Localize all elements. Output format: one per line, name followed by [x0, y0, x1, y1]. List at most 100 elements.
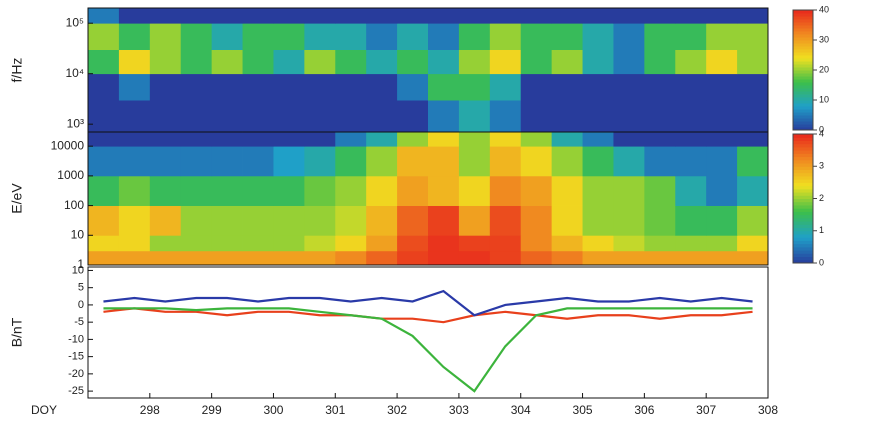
heatmap-cell: [737, 8, 768, 24]
heatmap-cell: [428, 206, 459, 236]
heatmap-cell: [243, 146, 274, 176]
heatmap-cell: [490, 206, 521, 236]
heatmap-cell: [150, 23, 181, 50]
heatmap-cell: [88, 146, 119, 176]
heatmap-cell: [181, 206, 212, 236]
heatmap-cell: [552, 251, 583, 266]
heatmap-cell: [335, 132, 366, 147]
heatmap-cell: [119, 206, 150, 236]
colorbar-step: [793, 64, 813, 68]
colorbar-step: [793, 61, 813, 65]
colorbar-step: [793, 106, 813, 110]
heatmap-cell: [706, 50, 737, 74]
heatmap-cell: [706, 8, 737, 24]
x-tick-label: 300: [263, 403, 283, 417]
heatmap-cell: [521, 100, 552, 132]
heatmap-cell: [644, 74, 675, 101]
heatmap-cell: [304, 50, 335, 74]
heatmap-cell: [521, 176, 552, 206]
colorbar-step: [793, 19, 813, 23]
colorbar-tick-label: 2: [819, 193, 824, 203]
x-tick-label: 301: [325, 403, 345, 417]
colorbar-step: [793, 192, 813, 196]
heatmap-cell: [397, 206, 428, 236]
heatmap-cell: [490, 100, 521, 132]
colorbar-step: [793, 55, 813, 59]
heatmap-cell: [150, 251, 181, 266]
heatmap-cell: [119, 235, 150, 251]
heatmap-cell: [552, 206, 583, 236]
heatmap-cell: [150, 176, 181, 206]
y-tick-label: 10³: [67, 116, 84, 130]
colorbar-step: [793, 76, 813, 80]
y-axis-label: E/eV: [9, 183, 25, 214]
heatmap-cell: [366, 235, 397, 251]
colorbar-step: [793, 186, 813, 190]
heatmap-cell: [212, 146, 243, 176]
heatmap-cell: [706, 100, 737, 132]
heatmap-cell: [737, 132, 768, 147]
heatmap-cell: [459, 100, 490, 132]
y-tick-label: -10: [68, 333, 84, 345]
y-axis-label: B/nT: [9, 317, 25, 347]
y-tick-label: 0: [78, 299, 84, 311]
heatmap-cell: [737, 50, 768, 74]
heatmap-cell: [490, 146, 521, 176]
heatmap-cell: [490, 235, 521, 251]
colorbar-step: [793, 215, 813, 219]
heatmap-cell: [428, 132, 459, 147]
heatmap-cell: [706, 251, 737, 266]
colorbar-step: [793, 58, 813, 62]
colorbar-step: [793, 166, 813, 170]
colorbar-step: [793, 31, 813, 35]
x-tick-label: 302: [387, 403, 407, 417]
heatmap-cell: [273, 74, 304, 101]
heatmap-cell: [88, 50, 119, 74]
heatmap-cell: [273, 176, 304, 206]
heatmap-cell: [273, 235, 304, 251]
heatmap-cell: [150, 206, 181, 236]
colorbar-step: [793, 147, 813, 151]
colorbar-step: [793, 240, 813, 244]
heatmap-cell: [243, 132, 274, 147]
heatmap-cell: [88, 235, 119, 251]
x-tick-label: 306: [634, 403, 654, 417]
colorbar-step: [793, 160, 813, 164]
colorbar-step: [793, 25, 813, 29]
heatmap-cell: [613, 8, 644, 24]
heatmap-cell: [675, 132, 706, 147]
heatmap-cell: [613, 100, 644, 132]
colorbar-tick-label: 3: [819, 161, 824, 171]
heatmap-cell: [88, 23, 119, 50]
heatmap-cell: [397, 235, 428, 251]
heatmap-cell: [181, 146, 212, 176]
colorbar-step: [793, 10, 813, 14]
heatmap-cell: [212, 23, 243, 50]
heatmap-cell: [212, 50, 243, 74]
heatmap-cell: [521, 74, 552, 101]
heatmap-cell: [273, 100, 304, 132]
heatmap-cell: [552, 50, 583, 74]
y-tick-label: 10: [72, 264, 84, 276]
y-tick-label: 1000: [57, 168, 84, 182]
colorbar-step: [793, 150, 813, 154]
heatmap-cell: [428, 23, 459, 50]
heatmap-cell: [366, 176, 397, 206]
heatmap-cell: [119, 251, 150, 266]
heatmap-cell: [613, 74, 644, 101]
heatmap-cell: [490, 8, 521, 24]
colorbar-step: [793, 79, 813, 83]
heatmap-cell: [88, 206, 119, 236]
heatmap-cell: [737, 251, 768, 266]
colorbar-step: [793, 247, 813, 251]
heatmap-cell: [273, 23, 304, 50]
heatmap-cell: [583, 50, 614, 74]
heatmap-cell: [181, 100, 212, 132]
heatmap-cell: [150, 100, 181, 132]
heatmap-cell: [428, 100, 459, 132]
heatmap-cell: [675, 50, 706, 74]
colorbar-step: [793, 88, 813, 92]
colorbar-step: [793, 49, 813, 53]
heatmap-cell: [335, 74, 366, 101]
heatmap-cell: [304, 74, 335, 101]
